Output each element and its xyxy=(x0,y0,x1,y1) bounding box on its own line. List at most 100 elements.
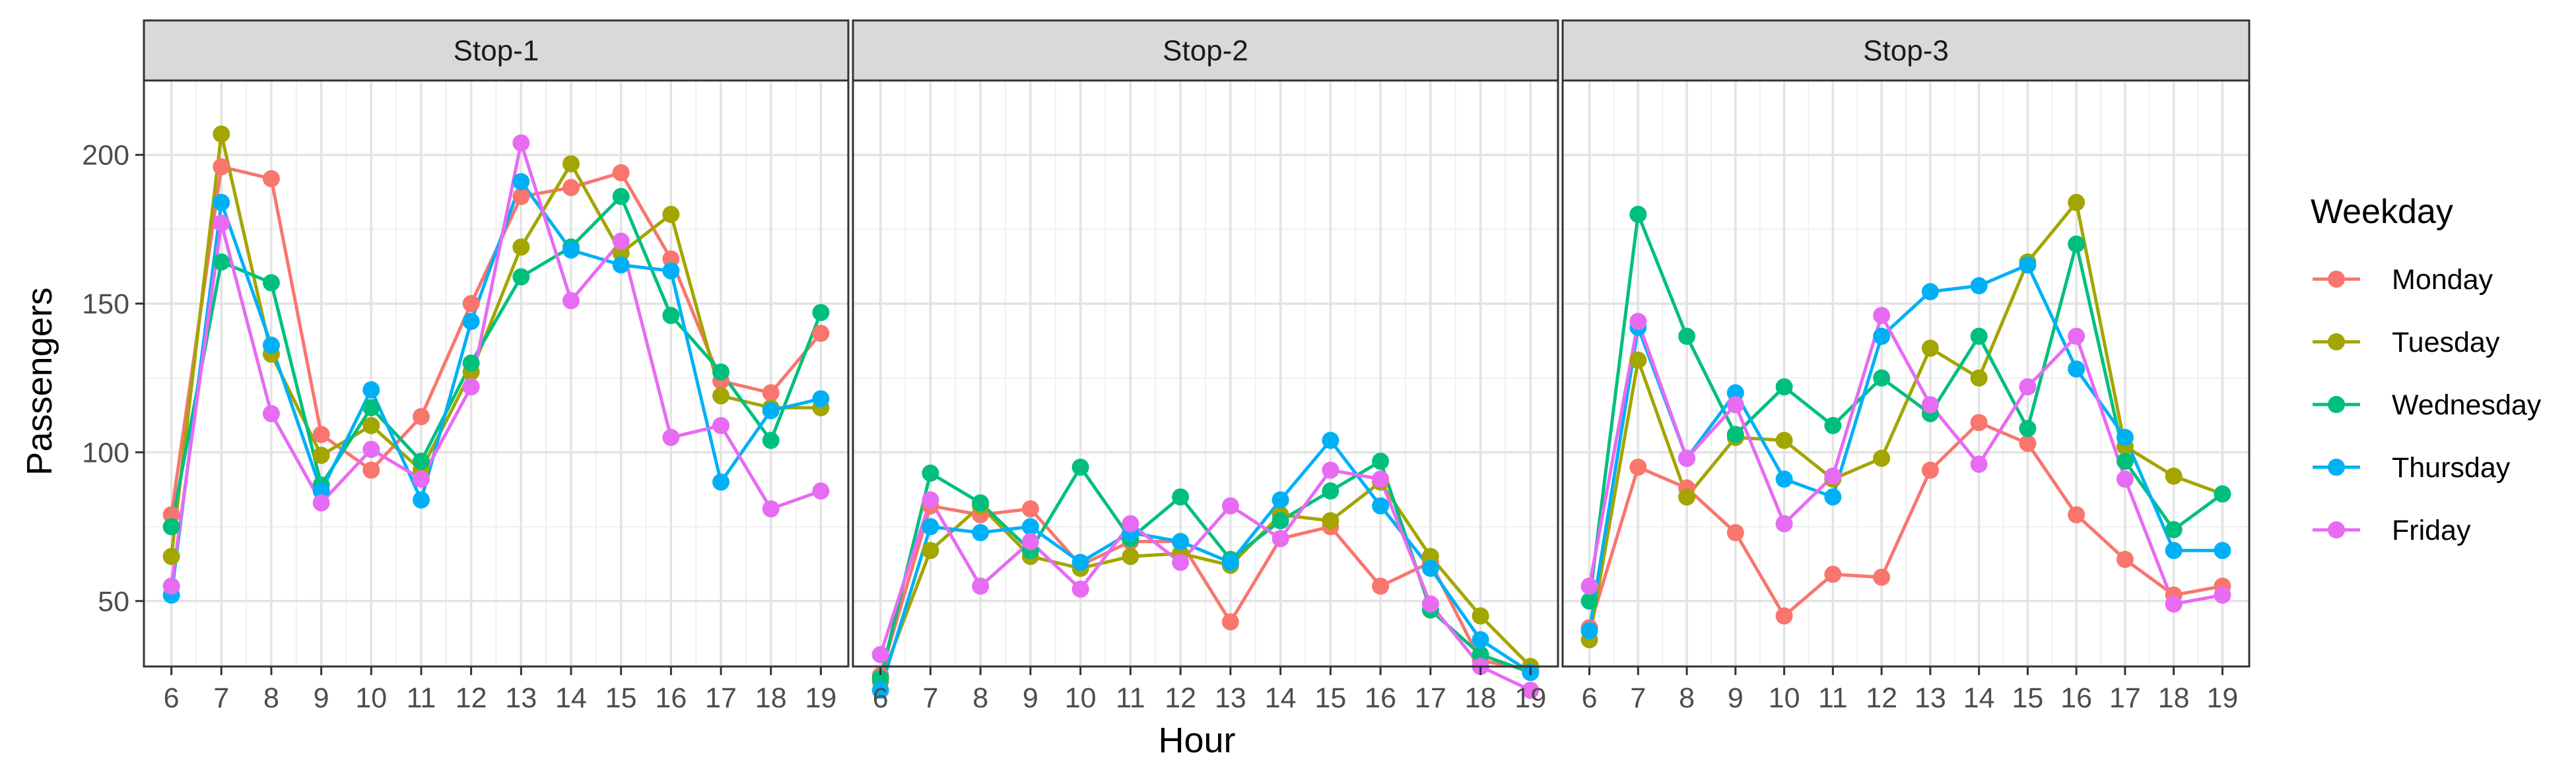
y-tick-label: 50 xyxy=(98,586,129,618)
data-point-thursday xyxy=(1775,470,1793,488)
data-point-friday xyxy=(512,134,530,152)
data-point-monday xyxy=(812,325,830,342)
data-point-thursday xyxy=(972,524,990,542)
data-point-friday xyxy=(871,645,889,663)
x-tick-label: 9 xyxy=(1728,682,1744,714)
facet-label: Stop-2 xyxy=(1163,35,1248,67)
data-point-wednesday xyxy=(922,465,939,482)
x-tick-label: 17 xyxy=(2109,682,2141,714)
legend-item-monday: Monday xyxy=(2313,264,2493,296)
x-tick-label: 15 xyxy=(2012,682,2043,714)
data-point-thursday xyxy=(362,381,380,399)
data-point-monday xyxy=(1824,566,1842,583)
panel-2: Stop-2 6 7 8 9 10 11 12 13 14 15 16 17 18 19 xyxy=(852,19,1559,714)
data-point-thursday xyxy=(1372,497,1390,515)
facet-strip xyxy=(1561,19,2251,82)
data-point-monday xyxy=(1726,524,1744,542)
data-point-wednesday xyxy=(2019,420,2037,438)
data-point-friday xyxy=(312,494,330,512)
data-point-tuesday xyxy=(2165,467,2183,485)
series-line-wednesday xyxy=(170,195,823,527)
data-point-thursday xyxy=(1421,560,1439,577)
x-tick-label: 17 xyxy=(1415,682,1446,714)
data-point-friday xyxy=(1021,533,1039,550)
legend-title: Weekday xyxy=(2311,193,2453,231)
legend-key-point xyxy=(2328,333,2345,350)
x-tick-label: 8 xyxy=(972,682,988,714)
facet-label: Stop-1 xyxy=(454,35,539,67)
data-point-thursday xyxy=(2214,542,2231,560)
x-tick-label: 8 xyxy=(263,682,279,714)
facet-label: Stop-3 xyxy=(1863,35,1949,67)
facet-strip xyxy=(143,19,850,82)
data-point-wednesday xyxy=(1472,645,1489,663)
data-point-friday xyxy=(1726,396,1744,414)
data-point-friday xyxy=(412,470,430,488)
data-point-wednesday xyxy=(2116,452,2134,470)
data-point-wednesday xyxy=(612,187,630,205)
data-point-wednesday xyxy=(262,274,280,292)
data-point-thursday xyxy=(812,390,830,408)
legend: Weekday Monday Tuesday Wednesday Thursday Fri… xyxy=(2311,193,2542,546)
x-tick-label: 13 xyxy=(1215,682,1246,714)
data-point-wednesday xyxy=(1726,426,1744,443)
legend-item-wednesday: Wednesday xyxy=(2313,389,2542,421)
x-tick-label: 16 xyxy=(1365,682,1396,714)
data-point-wednesday xyxy=(812,304,830,321)
data-point-wednesday xyxy=(362,399,380,416)
data-point-wednesday xyxy=(1322,482,1339,500)
data-point-thursday xyxy=(1726,384,1744,402)
data-point-tuesday xyxy=(562,155,580,173)
data-point-thursday xyxy=(312,482,330,500)
data-point-monday xyxy=(462,295,480,313)
x-tick-label: 10 xyxy=(355,682,387,714)
data-point-monday xyxy=(162,506,180,524)
data-point-monday xyxy=(2068,506,2085,524)
x-tick-label: 17 xyxy=(705,682,737,714)
facet-strip xyxy=(852,19,1559,82)
x-tick-label: 6 xyxy=(1582,682,1598,714)
x-tick-label: 12 xyxy=(1165,682,1196,714)
legend-item-friday: Friday xyxy=(2313,515,2471,546)
data-point-tuesday xyxy=(362,416,380,434)
data-point-wednesday xyxy=(162,518,180,536)
data-point-friday xyxy=(1522,682,1540,699)
x-tick-label: 7 xyxy=(1630,682,1646,714)
data-point-tuesday xyxy=(213,125,230,143)
data-point-wednesday xyxy=(1071,458,1089,476)
data-point-thursday xyxy=(412,491,430,509)
x-tick-label: 12 xyxy=(456,682,487,714)
data-point-tuesday xyxy=(1775,432,1793,449)
data-point-monday xyxy=(2116,550,2134,568)
data-point-friday xyxy=(1824,467,1842,485)
data-point-friday xyxy=(1372,470,1390,488)
data-point-friday xyxy=(2019,378,2037,396)
data-point-friday xyxy=(612,232,630,250)
legend-key-point xyxy=(2328,521,2345,538)
data-point-wednesday xyxy=(712,363,730,381)
panel-3: Stop-3 6 7 8 9 10 11 12 13 14 15 16 17 18 19 xyxy=(1561,19,2251,714)
x-tick-label: 10 xyxy=(1065,682,1097,714)
panels-layer: Stop-16 7 8 9 10 11 12 13 14 15 16 17 18 195010015020… xyxy=(82,19,2251,714)
data-point-thursday xyxy=(1322,432,1339,449)
data-point-tuesday xyxy=(162,548,180,566)
y-tick-label: 150 xyxy=(82,288,129,320)
data-point-tuesday xyxy=(922,542,939,560)
data-point-friday xyxy=(812,482,830,500)
data-point-monday xyxy=(1921,461,1939,479)
data-point-friday xyxy=(562,292,580,309)
data-point-monday xyxy=(262,170,280,187)
data-point-thursday xyxy=(662,262,680,280)
data-point-wednesday xyxy=(662,307,680,325)
data-point-thursday xyxy=(1921,283,1939,301)
data-point-thursday xyxy=(612,256,630,274)
data-point-friday xyxy=(972,577,990,595)
data-point-monday xyxy=(762,384,780,402)
data-point-tuesday xyxy=(1873,449,1891,467)
data-point-monday xyxy=(612,164,630,181)
panel-border xyxy=(852,79,1559,668)
data-point-wednesday xyxy=(462,354,480,372)
data-point-tuesday xyxy=(612,244,630,262)
data-point-monday xyxy=(412,408,430,426)
data-point-wednesday xyxy=(1678,327,1696,345)
